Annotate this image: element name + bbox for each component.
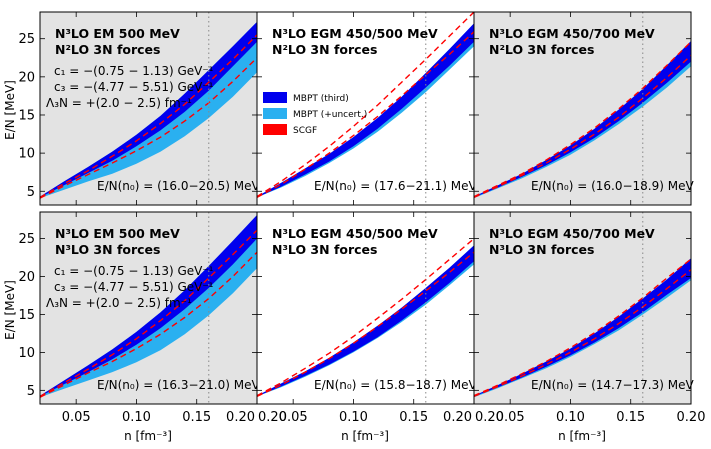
- mbpt-uncert-band: [40, 21, 257, 199]
- x-tick-label: 0.05: [62, 410, 91, 425]
- coupling-note: Λ₃N = +(2.0 − 2.5) fm⁻¹: [46, 296, 192, 310]
- panel-6: 0.05 0.10 0.15 0.20 0.20 N³LO EGM 450/700 MeV…: [473, 211, 706, 425]
- panel-5: 0.05 0.10 0.15 0.20 0.20 N³LO EGM 450/500 MeV…: [256, 211, 477, 425]
- panel-title-line2: N²LO 3N forces: [272, 42, 377, 57]
- saturation-energy-annotation: E/N(n₀) = (16.0−20.5) MeV: [97, 179, 260, 193]
- scgf-line-1: [257, 251, 474, 398]
- legend-swatch: [263, 92, 287, 103]
- panel-title-line1: N³LO EGM 450/500 MeV: [272, 226, 438, 241]
- x-tick-label: 0.05: [496, 410, 525, 425]
- x-tick-label: 0.15: [616, 410, 645, 425]
- panel-title-line1: N³LO EGM 450/700 MeV: [489, 226, 655, 241]
- x-tick-label: 0.20: [226, 410, 255, 425]
- panel-background: [257, 212, 474, 404]
- scgf-line-2: [474, 41, 691, 198]
- x-tick-label-shared-edge: 0.20: [258, 410, 287, 425]
- panel-title-line2: N²LO 3N forces: [55, 42, 160, 57]
- x-tick-label: 0.15: [399, 410, 428, 425]
- panel-background: [474, 212, 691, 404]
- coupling-note: c₃ = −(4.77 − 5.51) GeV⁻¹: [54, 280, 214, 294]
- saturation-energy-annotation: E/N(n₀) = (14.7−17.3) MeV: [531, 378, 694, 392]
- panel-background: [40, 212, 257, 404]
- coupling-note: c₁ = −(0.75 − 1.13) GeV⁻¹: [54, 264, 214, 278]
- x-tick-label: 0.15: [182, 410, 211, 425]
- panel-title-line1: N³LO EGM 450/700 MeV: [489, 26, 655, 41]
- saturation-energy-annotation: E/N(n₀) = (17.6−21.1) MeV: [314, 179, 477, 193]
- y-tick-label: 5: [27, 185, 35, 200]
- panel-plot-area: [40, 12, 257, 205]
- scgf-line-2: [257, 238, 474, 397]
- panel-title-line1: N³LO EGM 450/500 MeV: [272, 26, 438, 41]
- y-tick-label: 10: [18, 346, 35, 361]
- scgf-line-1: [40, 251, 257, 398]
- x-tick-label: 0.20: [677, 410, 706, 425]
- x-tick-label: 0.10: [556, 410, 585, 425]
- legend-swatch: [263, 108, 287, 119]
- panel-plot-area: [474, 12, 691, 205]
- y-tick-label: 25: [18, 232, 35, 247]
- saturation-energy-annotation: E/N(n₀) = (16.0−18.9) MeV: [531, 179, 694, 193]
- x-tick-label-shared-edge: 0.20: [475, 410, 504, 425]
- y-tick-label: 15: [18, 108, 35, 123]
- panel-title-line1: N³LO EM 500 MeV: [55, 26, 180, 41]
- coupling-note: c₁ = −(0.75 − 1.13) GeV⁻¹: [54, 64, 214, 78]
- scgf-line-2: [40, 229, 257, 398]
- panel-title-line1: N³LO EM 500 MeV: [55, 226, 180, 241]
- legend-swatch: [263, 124, 287, 135]
- y-tick-label: 20: [18, 270, 35, 285]
- y-tick-label: 5: [27, 384, 35, 399]
- panel-plot-area: [40, 212, 257, 404]
- panel-plot-area: [257, 12, 474, 205]
- panel-frame: [473, 11, 692, 206]
- scgf-line-1: [40, 57, 257, 199]
- coupling-note: Λ₃N = +(2.0 − 2.5) fm⁻¹: [46, 96, 192, 110]
- panel-background: [40, 12, 257, 205]
- scgf-line-2: [40, 34, 257, 199]
- x-axis-label-col3: n [fm⁻³]: [558, 429, 606, 443]
- scgf-line-1: [257, 31, 474, 199]
- y-tick-label: 25: [18, 32, 35, 47]
- y-tick-label: 10: [18, 147, 35, 162]
- scgf-line-1: [474, 54, 691, 199]
- panel-4: 5 10 15 20 25 0.05 0.10 0.15 0.20 N³LO EM 500 MeV…: [18, 211, 260, 425]
- mbpt-uncert-band: [40, 215, 257, 398]
- panel-title-line2: N³LO 3N forces: [55, 242, 160, 257]
- saturation-energy-annotation: E/N(n₀) = (16.3−21.0) MeV: [97, 378, 260, 392]
- panel-frame: [473, 211, 692, 405]
- scgf-line-2: [474, 258, 691, 397]
- panel-plot-area: [257, 212, 474, 404]
- y-tick-label: 20: [18, 70, 35, 85]
- panel-title-line2: N³LO 3N forces: [272, 242, 377, 257]
- legend-label: MBPT (+uncert.): [293, 110, 367, 120]
- panel-title-line2: N³LO 3N forces: [489, 242, 594, 257]
- x-axis-label-col2: n [fm⁻³]: [341, 429, 389, 443]
- panel-title-line2: N²LO 3N forces: [489, 42, 594, 57]
- y-tick-label: 15: [18, 308, 35, 323]
- x-tick-label: 0.20: [443, 410, 472, 425]
- legend-label: MBPT (third): [293, 94, 349, 104]
- scgf-line-2: [257, 12, 474, 198]
- x-axis-label-col1: n [fm⁻³]: [124, 429, 172, 443]
- saturation-energy-annotation: E/N(n₀) = (15.8−18.7) MeV: [314, 378, 477, 392]
- x-tick-label: 0.10: [339, 410, 368, 425]
- panel-plot-area: [474, 212, 691, 404]
- y-axis-label-top: E/N [MeV]: [3, 80, 17, 140]
- y-axis-label-bottom: E/N [MeV]: [3, 280, 17, 340]
- legend-label: SCGF: [293, 126, 317, 136]
- coupling-note: c₃ = −(4.77 − 5.51) GeV⁻¹: [54, 80, 214, 94]
- panel-background: [474, 12, 691, 205]
- x-tick-label: 0.05: [279, 410, 308, 425]
- x-tick-label: 0.10: [122, 410, 151, 425]
